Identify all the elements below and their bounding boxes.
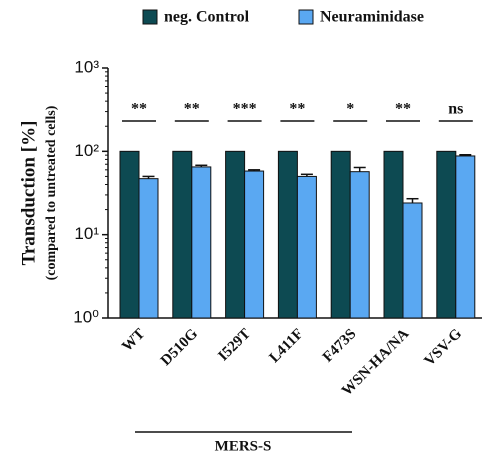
y-tick-label: 10² [74,141,99,160]
bar [191,166,212,319]
significance-label: ** [289,101,305,118]
error-bar [459,153,472,156]
bar [244,170,265,319]
bar [277,150,298,319]
x-tick-label: L411F [266,326,306,366]
legend-swatch [298,9,314,25]
legend-swatch [142,9,158,25]
y-tick-label: 10¹ [74,224,99,243]
bar [330,150,351,319]
x-tick-label: I529T [215,326,253,364]
x-tick-label: F473S [320,326,360,366]
error-bar [248,169,261,172]
significance-label: * [346,101,354,118]
significance-label: ** [184,101,200,118]
error-bar [300,173,313,177]
group-label: MERS-S [215,438,272,454]
bar [383,150,404,319]
x-tick-label: D510G [158,326,201,369]
significance-label: ns [448,101,463,118]
bar [225,150,246,319]
y-tick-label: 10⁰ [73,307,99,326]
x-tick-label: WT [119,326,148,355]
bar [402,202,423,319]
bar [296,175,317,319]
error-bar [195,164,208,167]
bar [119,150,140,319]
y-tick-label: 10³ [74,57,99,76]
bar [436,150,457,319]
legend-label: neg. Control [164,9,250,26]
y-axis-subtitle: (compared to untreated cells) [44,105,59,280]
bar [138,178,159,319]
error-bar [353,166,366,172]
error-bar [142,175,155,179]
significance-label: *** [233,101,257,118]
significance-label: ** [395,101,411,118]
legend-label: Neuraminidase [320,9,424,26]
y-axis-title: Transduction [%] [18,121,39,266]
significance-label: ** [131,101,147,118]
x-tick-label: VSV-G [422,326,466,370]
bar [172,150,193,319]
bar [455,155,476,319]
error-bar [406,197,419,203]
bar [349,171,370,319]
